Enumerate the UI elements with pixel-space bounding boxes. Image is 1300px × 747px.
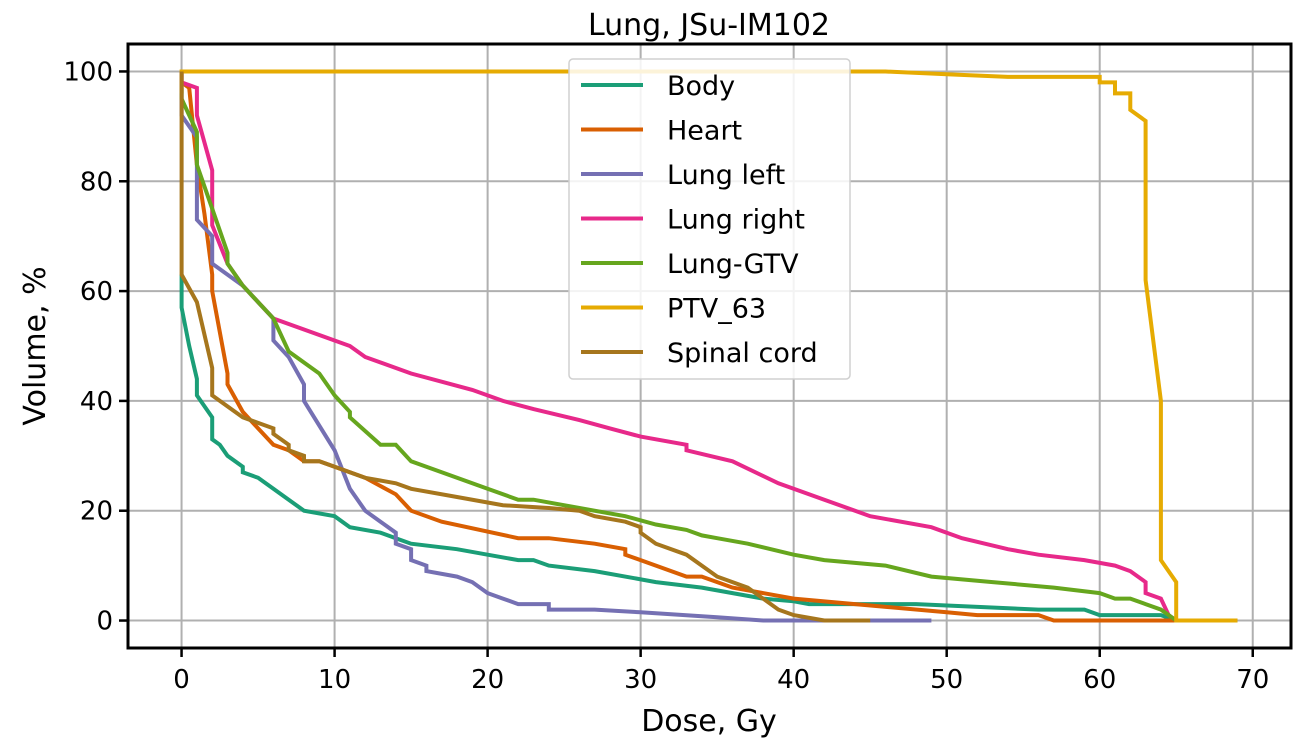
series-line-ptv-63 <box>179 69 1238 623</box>
legend-label-body: Body <box>667 71 735 102</box>
series-lines <box>179 69 1238 623</box>
x-tick-label: 50 <box>930 665 963 695</box>
legend-label-lung-left: Lung left <box>667 160 785 191</box>
x-tick-label: 30 <box>624 665 657 695</box>
y-tick-label: 20 <box>80 497 113 527</box>
x-tick-label: 60 <box>1083 665 1116 695</box>
x-axis-ticks: 0 10 20 30 40 50 60 70 <box>173 648 1269 695</box>
y-tick-label: 100 <box>63 57 113 87</box>
y-tick-label: 0 <box>96 607 113 637</box>
legend-box <box>568 58 851 380</box>
x-tick-label: 0 <box>173 665 190 695</box>
legend: Body Heart Lung left Lung right Lung-GTV PTV_… <box>568 58 851 380</box>
x-axis-label: Dose, Gy <box>641 704 777 739</box>
x-tick-label: 70 <box>1236 665 1269 695</box>
y-axis-ticks: 0 20 40 60 80 100 <box>63 57 128 637</box>
series-line-lung-left <box>179 71 932 623</box>
series-line-lung-gtv <box>179 87 1238 623</box>
legend-label-spinal-cord: Spinal cord <box>667 338 818 369</box>
plot-frame <box>126 42 1293 650</box>
legend-label-lung-gtv: Lung-GTV <box>667 249 799 280</box>
y-tick-label: 60 <box>80 277 113 307</box>
legend-label-lung-right: Lung right <box>667 205 805 236</box>
y-tick-label: 80 <box>80 167 113 197</box>
x-tick-label: 40 <box>777 665 810 695</box>
series-line-body <box>179 274 1238 623</box>
x-tick-label: 20 <box>471 665 504 695</box>
legend-label-heart: Heart <box>667 116 742 147</box>
y-tick-label: 40 <box>80 387 113 417</box>
chart-title: Lung, JSu-IM102 <box>588 8 830 43</box>
y-axis-label: Volume, % <box>18 266 53 425</box>
legend-label-ptv-63: PTV_63 <box>667 294 766 325</box>
series-line-spinal-cord <box>179 71 871 623</box>
series-line-heart <box>180 80 1177 623</box>
x-tick-label: 10 <box>318 665 351 695</box>
